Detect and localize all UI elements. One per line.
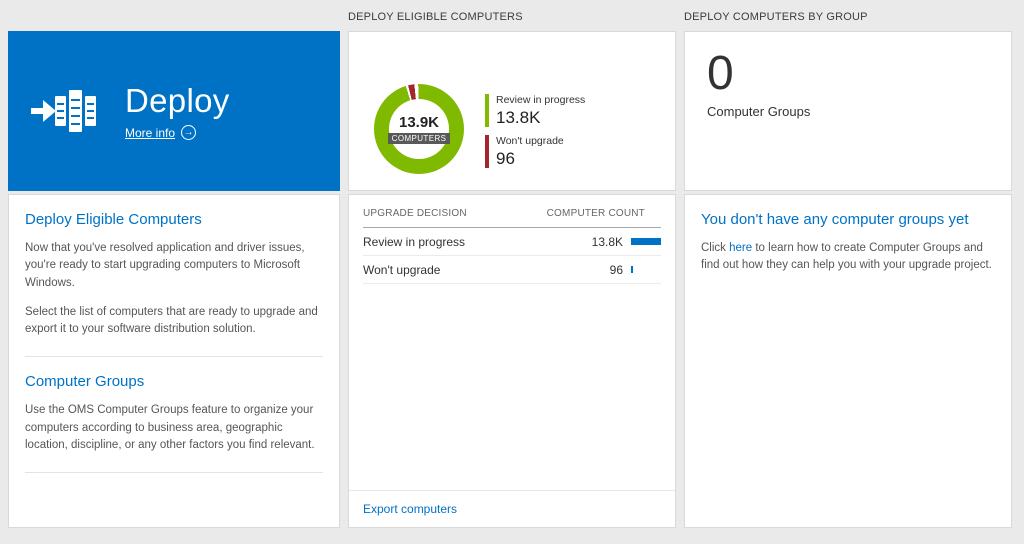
donut-total-value: 13.9K xyxy=(398,114,440,131)
empty-state-text-before: Click xyxy=(701,242,730,254)
donut-center: 13.9K COMPUTERS xyxy=(387,99,451,159)
row-bar-fill xyxy=(631,266,633,273)
column-header-computer-count: COMPUTER COUNT xyxy=(546,208,645,219)
arrow-right-circle-icon: → xyxy=(181,125,197,140)
deploy-tile-body: Deploy More info → xyxy=(125,82,230,140)
computer-groups-count-tile[interactable]: 0 Computer Groups xyxy=(684,31,1012,191)
row-label: Won't upgrade xyxy=(363,262,441,277)
legend-value: 96 xyxy=(496,149,515,168)
legend-swatch-green xyxy=(485,94,489,127)
computer-groups-count: 0 xyxy=(707,47,734,100)
legend-label: Review in progress xyxy=(496,94,586,106)
left-column-header-spacer xyxy=(8,6,340,31)
middle-column: DEPLOY ELIGIBLE COMPUTERS 13.9K COMPUTER… xyxy=(348,6,676,528)
section-heading: Computer Groups xyxy=(25,373,145,391)
legend-item-wont-upgrade: Won't upgrade 96 xyxy=(485,135,585,169)
donut-total-label: COMPUTERS xyxy=(387,133,451,144)
empty-state-text: Click here to learn how to create Comput… xyxy=(701,240,995,275)
deploy-icon xyxy=(31,83,97,139)
row-bar xyxy=(631,266,661,273)
empty-state-heading: You don't have any computer groups yet xyxy=(701,211,969,228)
more-info-label: More info xyxy=(125,125,176,140)
table-header-row: UPGRADE DECISION COMPUTER COUNT xyxy=(363,195,661,228)
here-link[interactable]: here xyxy=(729,242,753,254)
deploy-title: Deploy xyxy=(125,82,230,119)
upgrade-decision-table: UPGRADE DECISION COMPUTER COUNT Review i… xyxy=(349,195,675,284)
more-info-link[interactable]: More info → xyxy=(125,125,230,140)
deploy-info-panel: Deploy Eligible Computers Now that you'v… xyxy=(8,194,340,528)
row-count: 96 xyxy=(609,262,623,277)
row-count: 13.8K xyxy=(591,234,623,249)
deploy-tile[interactable]: Deploy More info → xyxy=(8,31,340,191)
column-header-upgrade-decision: UPGRADE DECISION xyxy=(363,208,467,219)
legend-swatch-red xyxy=(485,135,489,168)
middle-column-header: DEPLOY ELIGIBLE COMPUTERS xyxy=(348,11,523,23)
table-row[interactable]: Won't upgrade 96 xyxy=(363,256,661,284)
section-paragraph: Select the list of computers that are re… xyxy=(25,305,318,335)
legend-value: 13.8K xyxy=(496,108,541,127)
legend-item-review-in-progress: Review in progress 13.8K xyxy=(485,94,585,128)
donut-legend: Review in progress 13.8K Won't upgrade 9… xyxy=(485,94,585,169)
section-paragraph: Use the OMS Computer Groups feature to o… xyxy=(25,404,315,451)
row-label: Review in progress xyxy=(363,234,466,249)
section-deploy-eligible-computers: Deploy Eligible Computers Now that you'v… xyxy=(25,195,323,358)
right-column: DEPLOY COMPUTERS BY GROUP 0 Computer Gro… xyxy=(684,6,1012,528)
section-heading: Deploy Eligible Computers xyxy=(25,211,202,228)
row-bar-fill xyxy=(631,238,661,245)
eligible-computers-donut-tile: 13.9K COMPUTERS Review in progress 13.8K… xyxy=(348,31,676,191)
left-column: Deploy More info → Deploy Eligible Compu… xyxy=(8,6,340,528)
export-computers-link[interactable]: Export computers xyxy=(349,490,675,527)
computer-groups-count-label: Computer Groups xyxy=(707,103,811,119)
legend-label: Won't upgrade xyxy=(496,135,564,147)
section-computer-groups: Computer Groups Use the OMS Computer Gro… xyxy=(25,357,323,473)
table-row[interactable]: Review in progress 13.8K xyxy=(363,228,661,256)
donut-chart[interactable]: 13.9K COMPUTERS xyxy=(374,84,464,174)
computer-groups-empty-panel: You don't have any computer groups yet C… xyxy=(684,194,1012,528)
upgrade-decision-table-panel: UPGRADE DECISION COMPUTER COUNT Review i… xyxy=(348,194,676,528)
empty-state-text-after: to learn how to create Computer Groups a… xyxy=(701,242,992,272)
right-column-header: DEPLOY COMPUTERS BY GROUP xyxy=(684,11,868,23)
row-bar xyxy=(631,238,661,245)
section-paragraph: Now that you've resolved application and… xyxy=(25,242,305,289)
